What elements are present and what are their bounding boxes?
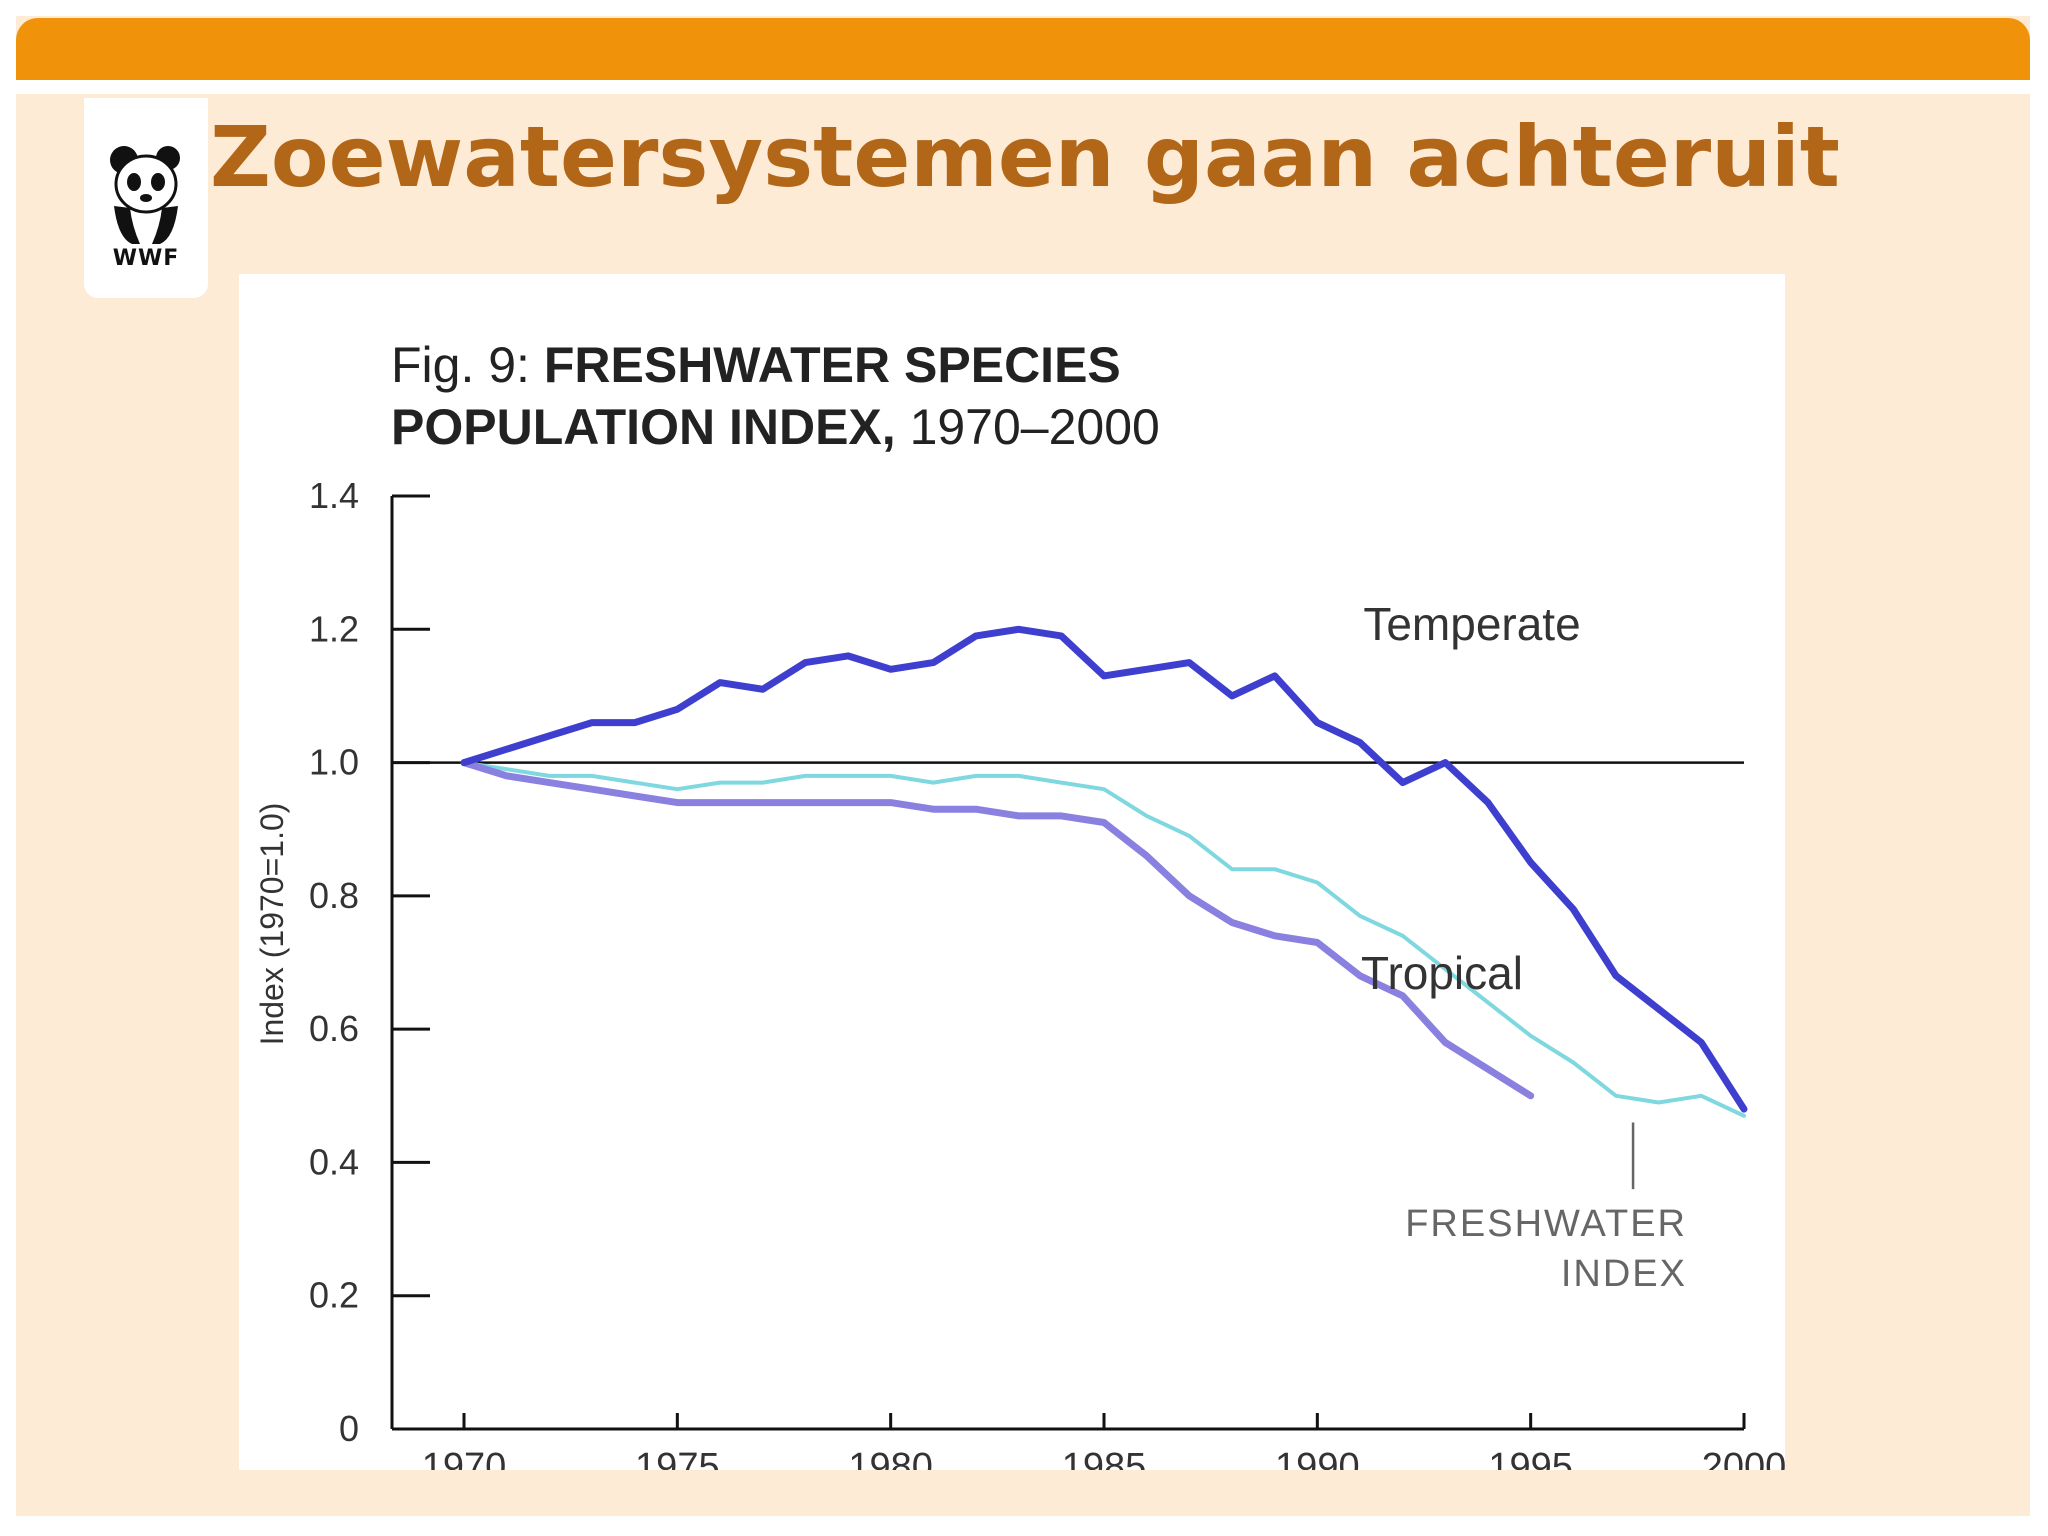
logo-text: WWF — [112, 246, 180, 271]
chart-title-prefix: Fig. 9: — [391, 337, 544, 393]
chart-title-line1: Fig. 9: FRESHWATER SPECIES — [391, 337, 1121, 393]
temperate-label: Temperate — [1363, 598, 1580, 650]
panda-icon — [110, 146, 180, 244]
x-tick-label: 1990 — [1275, 1446, 1360, 1470]
y-tick-label: 0.4 — [309, 1141, 359, 1182]
x-tick-label: 1995 — [1488, 1446, 1573, 1470]
x-tick-label: 1985 — [1062, 1446, 1147, 1470]
series-line-tropical — [460, 759, 1535, 1100]
y-axis-label: Index (1970=1.0) — [254, 803, 290, 1046]
x-tick-label: 2000 — [1702, 1446, 1785, 1470]
y-tick-label: 1.2 — [309, 608, 359, 649]
y-tick-label: 0 — [339, 1408, 359, 1449]
series-line-freshwater-index — [462, 760, 1746, 1118]
chart-title-line2: POPULATION INDEX, 1970–2000 — [391, 399, 1160, 455]
slide-title: Zoewatersystemen gaan achteruit — [210, 108, 1840, 206]
freshwater-index-chart: Fig. 9: FRESHWATER SPECIES POPULATION IN… — [254, 337, 1785, 1470]
x-tick-label: 1980 — [848, 1446, 933, 1470]
y-tick-label: 1.4 — [309, 475, 359, 516]
tropical-label: Tropical — [1361, 947, 1523, 999]
y-tick-label: 0.8 — [309, 875, 359, 916]
freshwater-index-label-line2: INDEX — [1561, 1253, 1687, 1295]
x-tick-label: 1970 — [422, 1446, 507, 1470]
y-tick-label: 0.2 — [309, 1275, 359, 1316]
y-tick-label: 0.6 — [309, 1008, 359, 1049]
y-tick-label: 1.0 — [309, 742, 359, 783]
top-bar-separator — [16, 80, 2030, 94]
x-tick-label: 1975 — [635, 1446, 720, 1470]
top-bar — [16, 18, 2030, 80]
series-line-temperate — [460, 625, 1748, 1113]
slide: WWF Zoewatersystemen gaan achteruit Fig.… — [16, 16, 2030, 1516]
chart-title-bold-2: POPULATION INDEX, — [391, 399, 896, 455]
freshwater-index-label-line1: FRESHWATER — [1405, 1203, 1687, 1245]
wwf-logo: WWF — [84, 98, 208, 298]
chart-title-bold-1: FRESHWATER SPECIES — [544, 337, 1121, 393]
chart-panel: Fig. 9: FRESHWATER SPECIES POPULATION IN… — [239, 274, 1785, 1470]
chart-title-suffix: 1970–2000 — [896, 399, 1160, 455]
